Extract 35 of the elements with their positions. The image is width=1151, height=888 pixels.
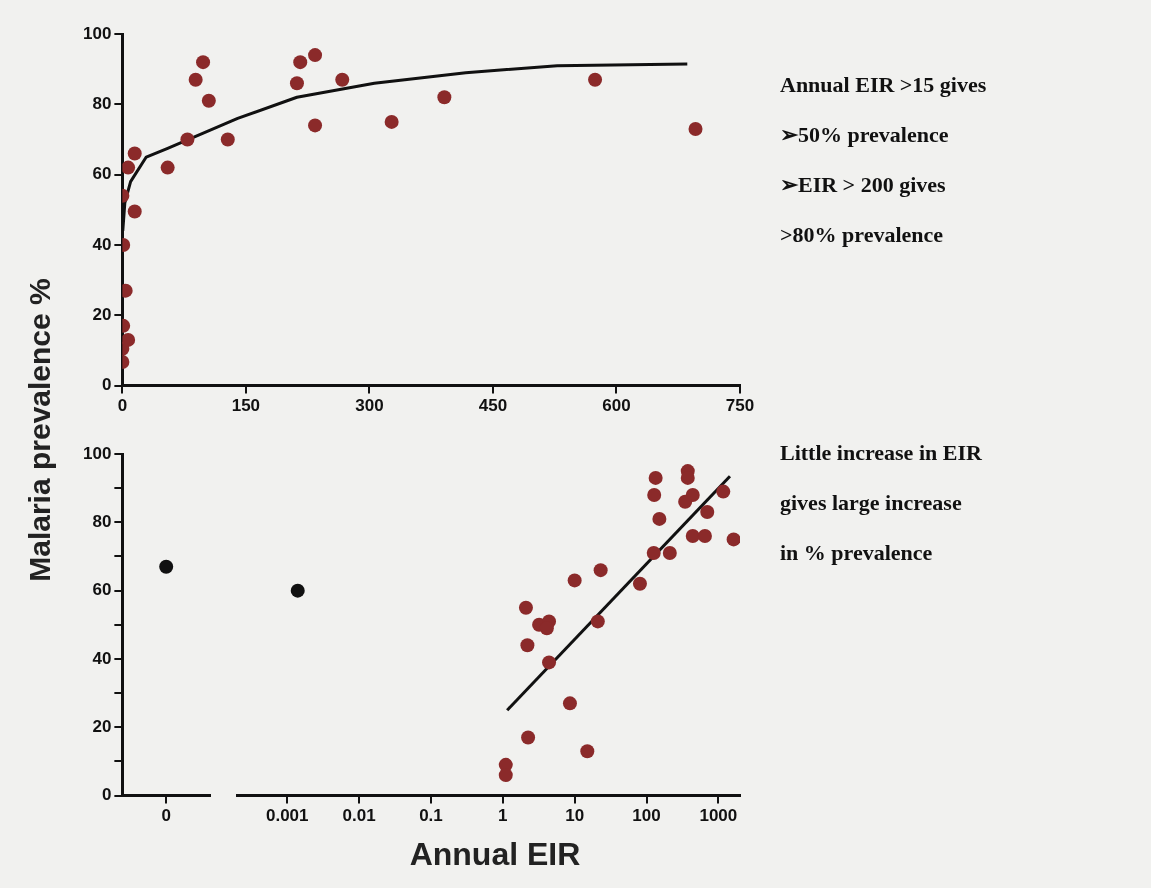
x-tick-label: 1 [498,806,508,826]
text: in % prevalence [780,540,934,566]
text: ➢EIR > 200 gives [780,172,947,198]
y-tick-label: 60 [92,580,112,600]
x-tick-label: 0.01 [342,806,376,826]
text: Annual EIR >15 gives [780,72,987,98]
x-tick-label: 450 [478,396,508,416]
x-tick-label: 0.001 [265,806,309,826]
y-tick-label: 0 [101,785,112,805]
x-tick-label: 150 [231,396,261,416]
y-tick-label: 0 [101,375,112,395]
text: >80% prevalence [780,222,945,248]
x-tick-label: 10 [565,806,585,826]
text: Little increase in EIR [780,440,982,466]
x-tick-label: 600 [602,396,631,416]
x-tick-label: 0.1 [419,806,443,826]
x-tick-label: 100 [632,806,661,826]
y-tick-label: 60 [92,164,112,184]
x-tick-label: 0 [117,396,128,416]
y-tick-label: 80 [92,94,112,114]
y-tick-label: 80 [92,512,112,532]
x-tick-label: 750 [725,396,755,416]
y-tick-label: 40 [92,648,112,668]
x-tick-label: 0 [161,806,171,826]
text: ➢50% prevalence [780,122,950,148]
y-tick-label: 100 [82,443,112,463]
x-tick-label: 1000 [699,806,738,826]
y-tick-label: 100 [82,23,112,43]
y-tick-label: 20 [92,304,112,324]
y-axis-title: Malaria prevalence % [22,278,57,582]
y-tick-label: 40 [92,234,112,254]
text: gives large increase [780,490,963,516]
y-tick-label: 20 [92,716,112,736]
x-axis-title: Annual EIR [408,836,582,873]
x-tick-label: 300 [355,396,384,416]
